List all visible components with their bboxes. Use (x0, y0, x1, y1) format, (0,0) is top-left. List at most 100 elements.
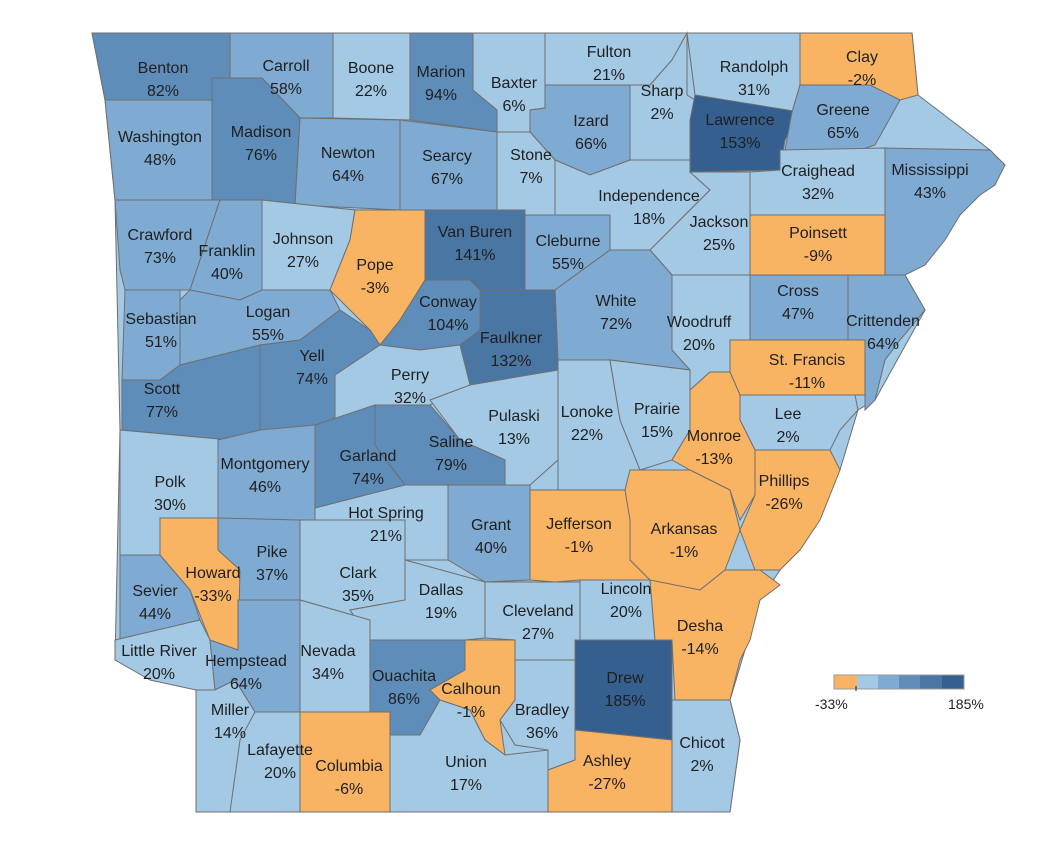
county-name-label: Saline (429, 434, 474, 451)
county-value-label: 21% (593, 67, 625, 84)
county-ashley[interactable] (547, 729, 673, 813)
county-value-label: 17% (450, 777, 482, 794)
county-phillips[interactable] (739, 449, 841, 571)
county-value-label: 19% (425, 605, 457, 622)
county-value-label: 72% (600, 316, 632, 333)
county-value-label: 74% (352, 471, 384, 488)
county-name-label: Craighead (781, 163, 855, 180)
county-labels: Benton 82% Carroll 58% Boone 22% Marion 94% Baxt… (118, 44, 969, 798)
county-value-label: 22% (355, 83, 387, 100)
county-name-label: White (596, 293, 637, 310)
county-value-label: 32% (394, 390, 426, 407)
county-name-label: Perry (391, 367, 429, 384)
county-name-label: Benton (138, 60, 189, 77)
county-shapes (91, 31, 1006, 813)
county-value-label: 55% (552, 256, 584, 273)
county-value-label: 47% (782, 306, 814, 323)
county-value-label: 51% (145, 334, 177, 351)
county-name-label: Faulkner (480, 330, 543, 347)
county-value-label: 35% (342, 588, 374, 605)
county-chicot[interactable] (671, 699, 741, 813)
county-lafayette[interactable] (229, 711, 301, 813)
county-union[interactable] (389, 699, 549, 813)
county-name-label: Fulton (587, 44, 631, 61)
county-value-label: 25% (703, 237, 735, 254)
county-name-label: Cross (777, 283, 819, 300)
county-name-label: Randolph (720, 59, 789, 76)
county-value-label: -14% (681, 641, 718, 658)
county-value-label: -26% (765, 496, 802, 513)
county-value-label: 104% (428, 317, 469, 334)
legend-min-label: -33% (815, 696, 848, 712)
county-value-label: 40% (211, 266, 243, 283)
county-value-label: 185% (605, 693, 646, 710)
county-value-label: 141% (455, 247, 496, 264)
county-value-label: 43% (914, 185, 946, 202)
county-value-label: 31% (738, 82, 770, 99)
county-name-label: Jackson (690, 214, 749, 231)
county-montgomery[interactable] (217, 424, 316, 521)
county-value-label: 32% (802, 186, 834, 203)
county-name-label: Sevier (132, 583, 178, 600)
county-name-label: Logan (246, 304, 291, 321)
county-name-label: Howard (185, 565, 240, 582)
county-name-label: Prairie (634, 401, 680, 418)
county-name-label: St. Francis (769, 352, 845, 369)
county-name-label: Garland (340, 448, 397, 465)
county-name-label: Carroll (262, 58, 309, 75)
county-value-label: 46% (249, 479, 281, 496)
county-name-label: Ashley (583, 753, 631, 770)
county-value-label: 27% (287, 254, 319, 271)
county-name-label: Woodruff (667, 314, 732, 331)
county-greene[interactable] (784, 84, 901, 151)
county-poinsett[interactable] (749, 214, 886, 276)
county-value-label: 20% (610, 604, 642, 621)
county-name-label: Poinsett (789, 225, 847, 242)
county-value-label: 2% (650, 106, 673, 123)
county-name-label: Sebastian (125, 311, 196, 328)
county-name-label: Franklin (199, 243, 256, 260)
county-value-label: 64% (230, 676, 262, 693)
county-value-label: 37% (256, 567, 288, 584)
county-grant[interactable] (447, 484, 531, 583)
county-value-label: 20% (264, 765, 296, 782)
county-name-label: Stone (510, 147, 552, 164)
county-value-label: 6% (502, 98, 525, 115)
county-name-label: Desha (677, 618, 723, 635)
county-name-label: Arkansas (651, 521, 718, 538)
legend-swatch (857, 675, 878, 689)
county-name-label: Lincoln (601, 581, 652, 598)
county-name-label: Ouachita (372, 668, 436, 685)
legend-max-label: 185% (948, 696, 984, 712)
county-name-label: Little River (121, 643, 197, 660)
county-name-label: Washington (118, 129, 202, 146)
county-value-label: 64% (332, 168, 364, 185)
county-newton[interactable] (294, 117, 401, 211)
county-value-label: 13% (498, 431, 530, 448)
county-value-label: 55% (252, 327, 284, 344)
county-name-label: Cleveland (502, 603, 573, 620)
county-name-label: Conway (419, 294, 477, 311)
legend-swatch (878, 675, 899, 689)
county-value-label: 36% (526, 725, 558, 742)
county-value-label: 20% (683, 337, 715, 354)
county-value-label: 34% (312, 666, 344, 683)
county-name-label: Drew (606, 670, 644, 687)
county-name-label: Scott (144, 381, 181, 398)
county-name-label: Chicot (679, 735, 725, 752)
legend-swatch (834, 675, 857, 689)
county-name-label: Pike (256, 544, 287, 561)
county-name-label: Searcy (422, 148, 472, 165)
county-drew[interactable] (574, 639, 673, 741)
county-washington[interactable] (104, 99, 213, 201)
county-name-label: Dallas (419, 582, 463, 599)
county-sevier[interactable] (119, 554, 201, 641)
legend-border (833, 674, 965, 690)
county-name-label: Clark (339, 565, 377, 582)
county-name-label: Baxter (491, 75, 538, 92)
county-searcy[interactable] (399, 119, 498, 211)
county-value-label: -6% (335, 781, 363, 798)
county-name-label: Van Buren (438, 224, 512, 241)
county-value-label: 86% (388, 691, 420, 708)
county-name-label: Hot Spring (348, 505, 424, 522)
